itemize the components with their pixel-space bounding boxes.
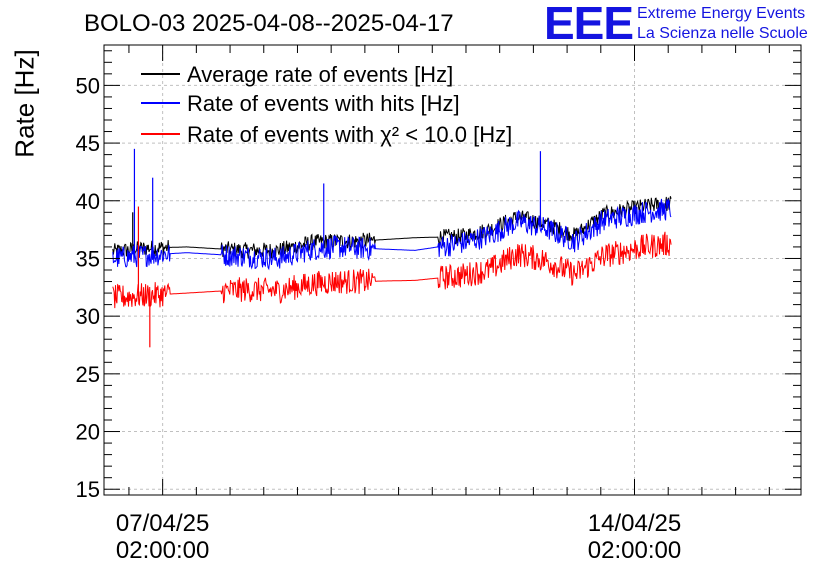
x-tick-label-time: 02:00:00 <box>116 537 209 564</box>
x-tick-label-date: 14/04/25 <box>588 510 681 537</box>
legend-label-1: Rate of events with hits [Hz] <box>187 91 460 116</box>
x-tick-label-time: 02:00:00 <box>588 537 681 564</box>
y-tick-label: 35 <box>76 246 100 271</box>
chart-title: BOLO-03 2025-04-08--2025-04-17 <box>84 10 454 37</box>
y-axis-label: Rate [Hz] <box>9 49 40 158</box>
series-line-2 <box>112 231 672 309</box>
x-tick-label-date: 07/04/25 <box>116 510 209 537</box>
logo-line-1: Extreme Energy Events <box>637 5 806 22</box>
y-tick-label: 25 <box>76 362 100 387</box>
y-tick-label: 45 <box>76 131 100 156</box>
y-tick-label: 20 <box>76 420 100 445</box>
legend: Average rate of events [Hz] Rate of event… <box>141 62 512 147</box>
legend-label-2: Rate of events with χ² < 10.0 [Hz] <box>187 122 512 147</box>
series-line-1 <box>112 198 672 271</box>
eee-logo-icon: EEE <box>544 0 634 49</box>
y-tick-label: 30 <box>76 304 100 329</box>
legend-label-0: Average rate of events [Hz] <box>187 62 453 87</box>
series-line-0 <box>112 196 672 259</box>
grid-lines <box>104 45 801 495</box>
axes: 152025303540455007/04/2502:00:0014/04/25… <box>76 45 801 564</box>
y-tick-label: 15 <box>76 477 100 502</box>
y-tick-label: 50 <box>76 73 100 98</box>
logo-line-2: La Scienza nelle Scuole <box>637 25 808 42</box>
plot-series <box>112 148 672 348</box>
y-tick-label: 40 <box>76 189 100 214</box>
